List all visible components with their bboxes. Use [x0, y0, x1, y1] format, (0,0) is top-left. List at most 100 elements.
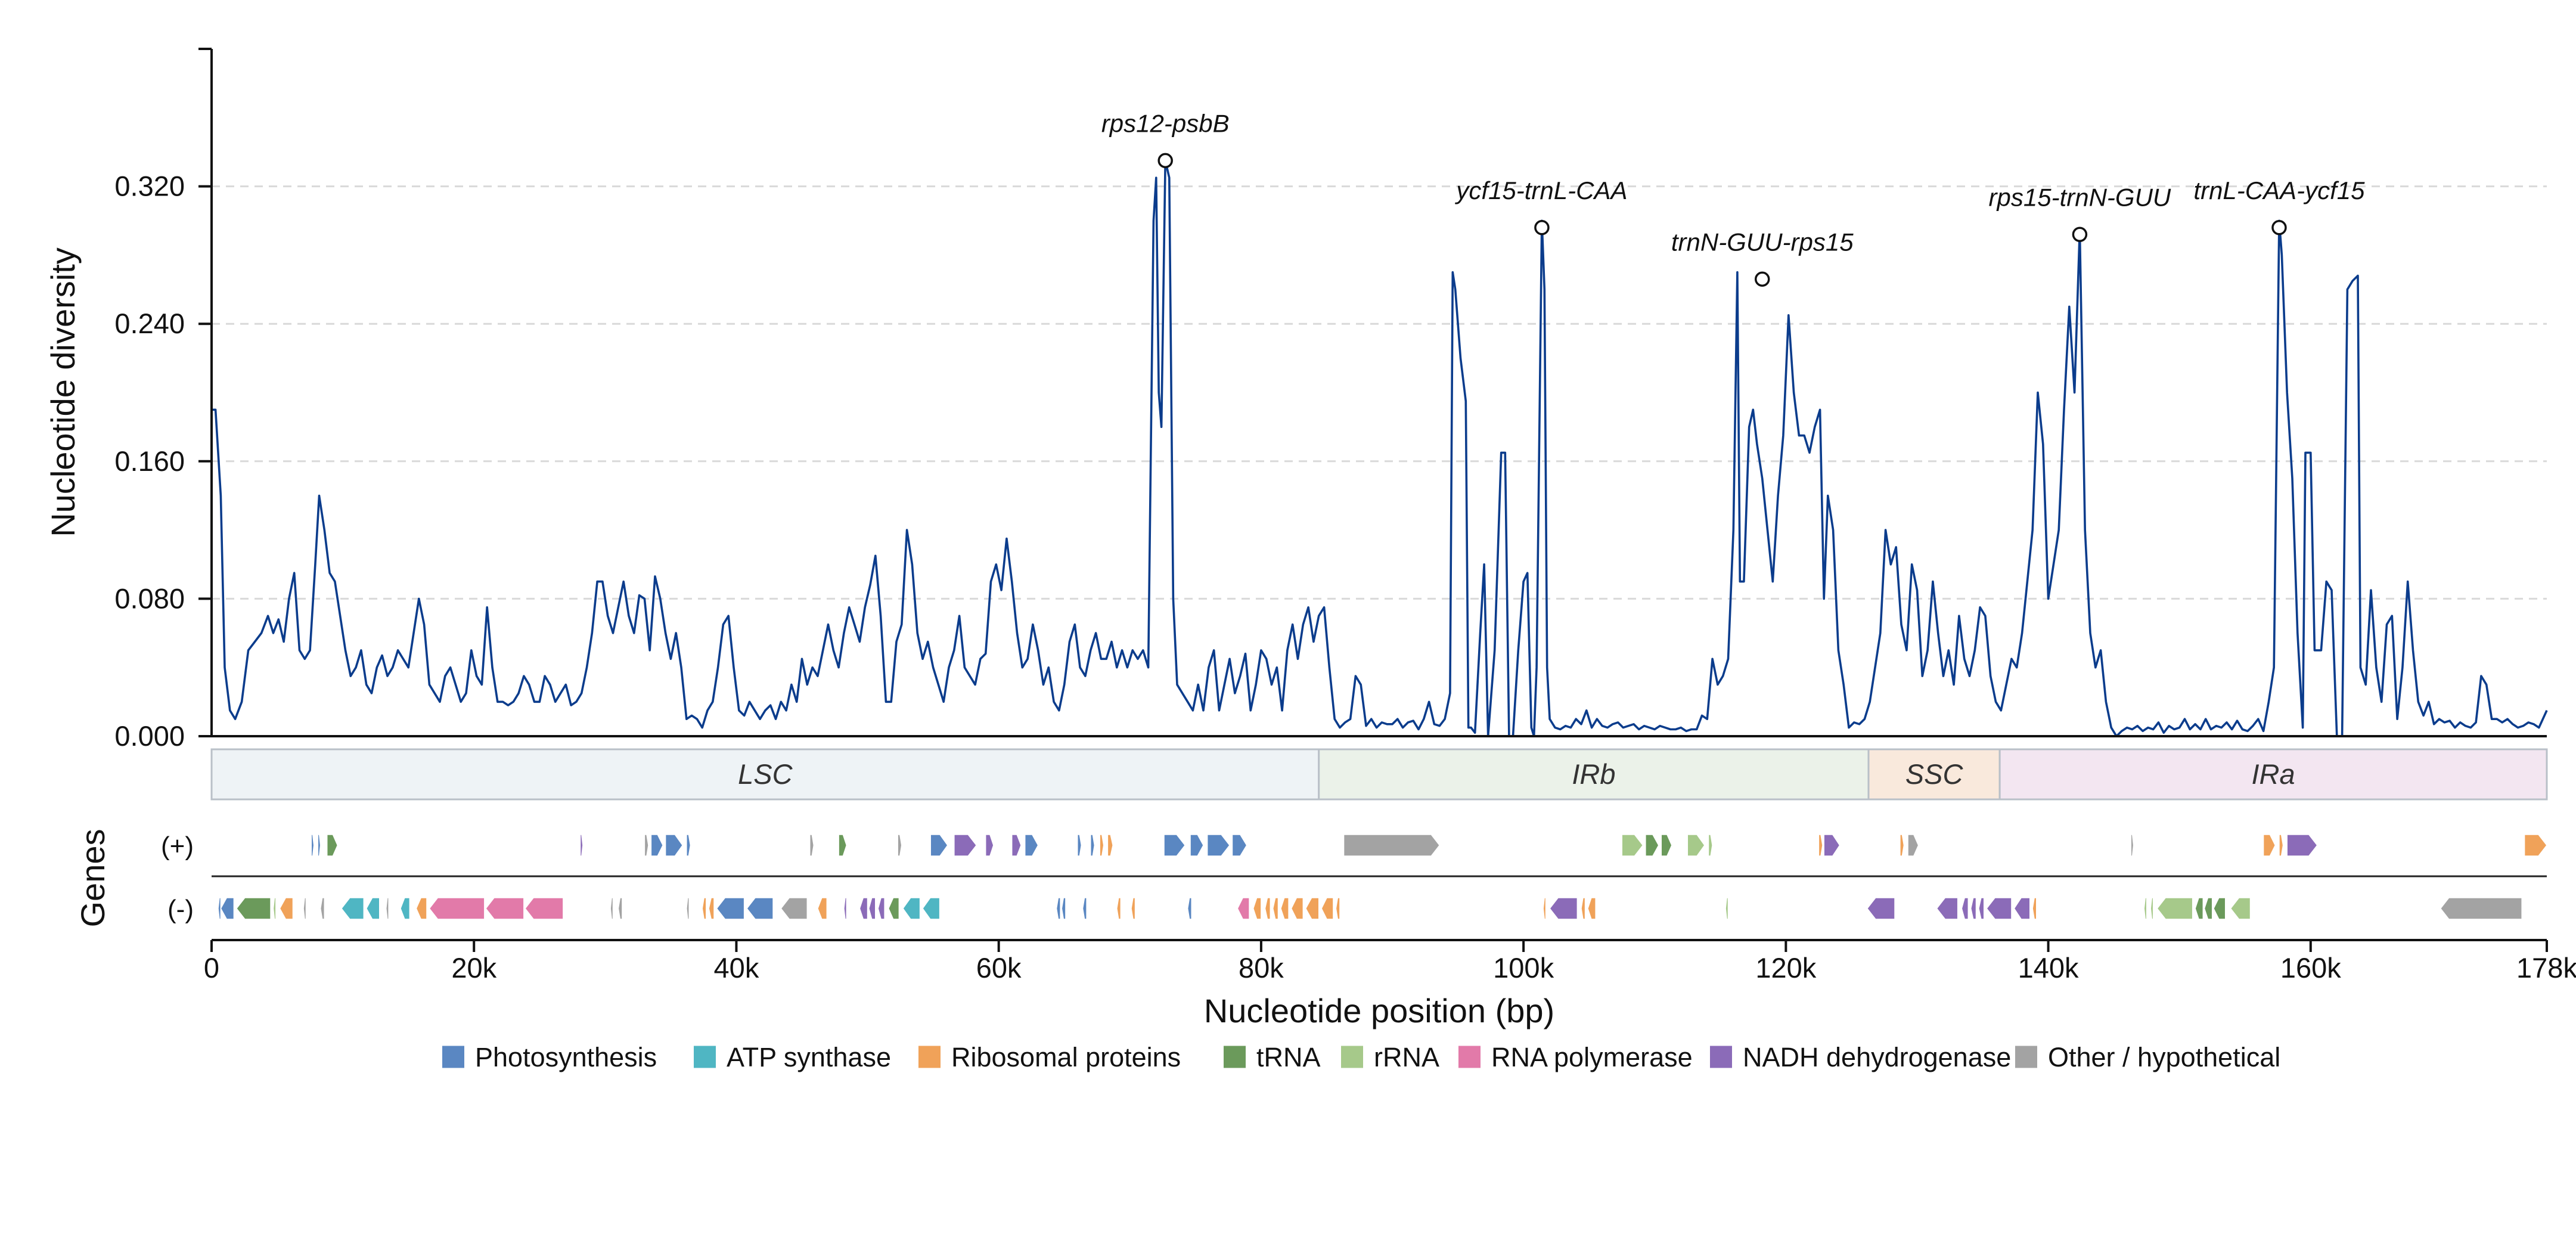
x-tick-label: 40k — [714, 952, 759, 984]
gene-block — [650, 834, 664, 857]
legend-label: Photosynthesis — [475, 1042, 657, 1072]
gene-block — [887, 897, 900, 920]
gene-block — [1961, 897, 1969, 920]
gene-block — [1907, 834, 1919, 857]
gene-block — [686, 834, 691, 857]
diversity-line-layer — [212, 159, 2548, 737]
gene-block — [485, 897, 524, 920]
gene-block — [385, 897, 389, 920]
legend-swatch — [1710, 1046, 1732, 1068]
gene-block — [1936, 897, 1959, 920]
gene-block — [922, 897, 941, 920]
gene-block — [2286, 834, 2318, 857]
gene-block — [1024, 834, 1039, 857]
gene-block — [1661, 834, 1672, 857]
gene-block — [716, 897, 745, 920]
gene-block — [415, 897, 427, 920]
x-tick-label: 100k — [1493, 952, 1554, 984]
gene-block — [218, 897, 222, 920]
peak-label: trnL-CAA-ycf15 — [2193, 176, 2365, 204]
gene-block — [235, 897, 271, 920]
peak-marker — [2072, 227, 2088, 243]
legend-label: RNA polymerase — [1491, 1042, 1693, 1072]
gene-block — [524, 897, 564, 920]
gene-block — [1280, 897, 1289, 920]
region-label: IRb — [1572, 758, 1615, 790]
gene-block — [1206, 834, 1231, 857]
peak-label: rps12-psbB — [1101, 109, 1230, 137]
gene-block — [1621, 834, 1644, 857]
gene-block — [317, 834, 321, 857]
gene-block — [279, 897, 294, 920]
gene-block — [1272, 897, 1279, 920]
gene-block — [2150, 897, 2154, 920]
legend-swatch — [918, 1046, 941, 1068]
gene-block — [326, 834, 339, 857]
gene-block — [1011, 834, 1022, 857]
gene-block — [1335, 897, 1340, 920]
gene-block — [303, 897, 307, 920]
gene-block — [1305, 897, 1320, 920]
gene-block — [877, 897, 885, 920]
gene-block — [2262, 834, 2276, 857]
gene-block — [1061, 897, 1066, 920]
gene-block — [897, 834, 902, 857]
gene-block — [1163, 834, 1186, 857]
legend-swatch — [442, 1046, 464, 1068]
gene-block — [610, 897, 614, 920]
gene-block — [340, 897, 365, 920]
gene-block — [2143, 897, 2147, 920]
region-band — [210, 748, 1320, 801]
gene-block — [272, 897, 277, 920]
gene-block — [1187, 897, 1192, 920]
gene-block — [1116, 897, 1122, 920]
gene-block — [1343, 834, 1441, 857]
x-tick-label: 120k — [1755, 952, 1816, 984]
gene-block — [2156, 897, 2193, 920]
gene-block — [1866, 897, 1895, 920]
y-axis-title: Nucleotide diversity — [44, 247, 82, 537]
y-tick-label: 0.160 — [114, 445, 185, 477]
x-tick-label: 60k — [976, 952, 1022, 984]
gene-block — [1076, 834, 1082, 857]
peak-label: trnN-GUU-rps15 — [1671, 228, 1854, 256]
x-tick-label: 140k — [2018, 952, 2079, 984]
gene-block — [686, 897, 690, 920]
legend-swatch — [2015, 1046, 2037, 1068]
x-tick-label: 160k — [2280, 952, 2341, 984]
x-tick-label: 20k — [451, 952, 496, 984]
gene-block — [319, 897, 325, 920]
gene-block — [2524, 834, 2547, 857]
gene-block — [1708, 834, 1713, 857]
legend-label: rRNA — [1374, 1042, 1439, 1072]
gene-block — [1581, 897, 1586, 920]
gene-block — [954, 834, 977, 857]
gene-block — [1107, 834, 1113, 857]
gene-block — [1543, 897, 1547, 920]
gene-block — [1131, 897, 1136, 920]
gene-block — [746, 897, 774, 920]
legend-swatch — [1458, 1046, 1481, 1068]
gene-map-track: Genes (+) (-) — [74, 829, 2547, 941]
region-band — [1318, 748, 1870, 801]
gene-block — [2195, 897, 2204, 920]
axes — [198, 48, 2547, 737]
gene-block — [817, 897, 828, 920]
genes-track-title: Genes — [74, 829, 111, 928]
legend: Photosynthesis ATP synthase Ribosomal prot… — [442, 1042, 2280, 1072]
gene-block — [579, 834, 584, 857]
y-tick-label: 0.320 — [114, 170, 185, 202]
peak-label: rps15-trnN-GUU — [1989, 183, 2171, 211]
peak-annotations: rps12-psbB ycf15-trnL-CAA trnN-GUU-rps15 rp… — [1101, 109, 2365, 287]
peak-marker — [2271, 220, 2287, 235]
region-label: SSC — [1905, 758, 1964, 790]
y-tick-label: 0.000 — [114, 720, 185, 752]
gene-block — [617, 897, 623, 920]
gene-block — [985, 834, 994, 857]
peak-marker — [1534, 220, 1550, 235]
strand-label: (-) — [167, 895, 194, 924]
gene-block — [1321, 897, 1334, 920]
gene-block — [220, 897, 235, 920]
gene-block — [809, 834, 815, 857]
